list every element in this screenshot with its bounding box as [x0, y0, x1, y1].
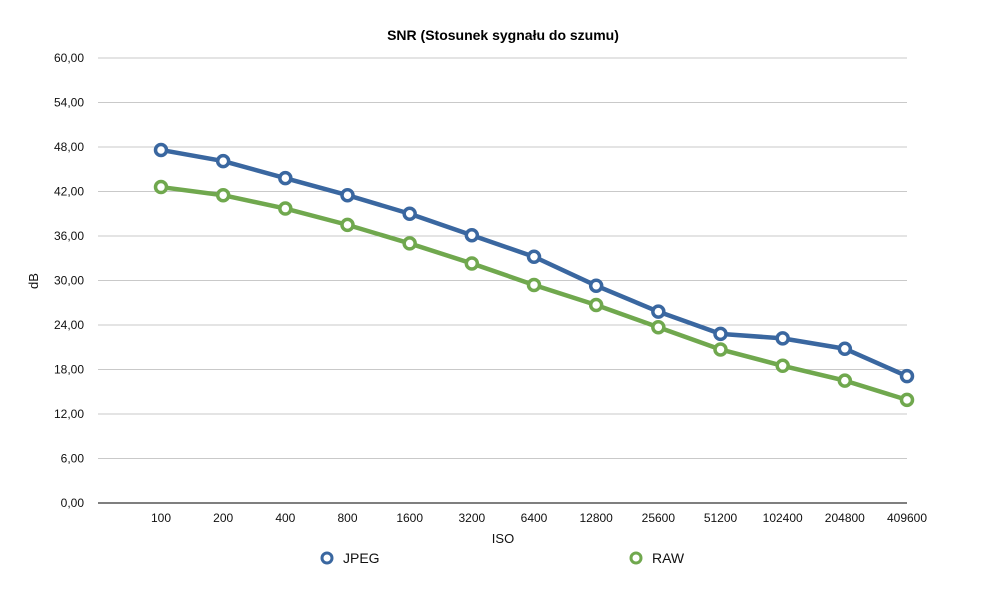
y-tick-label: 12,00 — [54, 407, 84, 421]
x-tick-label: 25600 — [642, 511, 676, 525]
data-point — [526, 249, 542, 265]
x-axis-tick-labels: 100 200 400 800 1600 3200 6400 12800 25600 51200 1… — [151, 511, 927, 525]
y-axis-tick-labels: 0,00 6,00 12,00 18,00 24,00 30,00 36,00 42,00 48… — [54, 51, 84, 510]
x-tick-label: 51200 — [704, 511, 738, 525]
y-tick-label: 36,00 — [54, 229, 84, 243]
data-point — [837, 341, 853, 356]
legend-marker — [629, 551, 643, 565]
data-point — [588, 297, 604, 313]
data-point — [278, 170, 293, 186]
x-tick-label: 409600 — [887, 511, 927, 525]
x-tick-label: 1600 — [396, 511, 423, 525]
data-point — [837, 373, 853, 388]
data-point — [713, 326, 728, 342]
y-tick-label: 48,00 — [54, 140, 84, 154]
data-series — [153, 142, 915, 408]
legend-label: RAW — [652, 550, 685, 566]
data-point — [215, 153, 231, 169]
x-tick-label: 800 — [337, 511, 357, 525]
grid-lines — [98, 57, 907, 459]
data-point — [340, 187, 355, 203]
data-point — [775, 358, 790, 374]
data-point — [588, 278, 604, 293]
data-point — [215, 187, 231, 203]
y-tick-label: 18,00 — [54, 363, 84, 377]
y-tick-label: 42,00 — [54, 185, 84, 199]
x-tick-label: 200 — [213, 511, 233, 525]
x-axis-label: ISO — [492, 531, 514, 546]
x-tick-label: 204800 — [825, 511, 865, 525]
series-raw — [153, 179, 915, 408]
series-jpeg — [153, 142, 915, 384]
data-point — [526, 277, 542, 293]
y-tick-label: 54,00 — [54, 96, 84, 110]
legend: JPEG RAW — [320, 550, 685, 566]
data-point — [899, 368, 915, 384]
data-point — [153, 142, 169, 158]
y-tick-label: 60,00 — [54, 51, 84, 65]
legend-label: JPEG — [343, 550, 380, 566]
x-tick-label: 12800 — [579, 511, 613, 525]
y-tick-label: 6,00 — [61, 452, 85, 466]
data-point — [278, 201, 293, 216]
data-point — [775, 331, 790, 346]
legend-item-raw: RAW — [629, 550, 685, 566]
y-tick-label: 30,00 — [54, 274, 84, 288]
data-point — [464, 256, 480, 271]
data-point — [464, 228, 480, 243]
y-tick-label: 0,00 — [61, 496, 85, 510]
data-point — [713, 342, 728, 357]
x-tick-label: 3200 — [458, 511, 485, 525]
data-point — [651, 304, 666, 319]
chart-title: SNR (Stosunek sygnału do szumu) — [387, 27, 619, 43]
x-tick-label: 102400 — [763, 511, 803, 525]
y-axis-label: dB — [26, 273, 41, 289]
x-tick-label: 100 — [151, 511, 171, 525]
x-tick-label: 6400 — [521, 511, 548, 525]
legend-marker — [320, 551, 334, 565]
data-point — [402, 236, 417, 251]
x-tick-label: 400 — [275, 511, 295, 525]
data-point — [402, 206, 417, 221]
data-point — [153, 179, 169, 195]
data-point — [899, 392, 915, 408]
series-line — [158, 184, 910, 403]
data-point — [651, 319, 666, 335]
y-tick-label: 24,00 — [54, 318, 84, 332]
legend-item-jpeg: JPEG — [320, 550, 380, 566]
data-point — [340, 217, 355, 233]
